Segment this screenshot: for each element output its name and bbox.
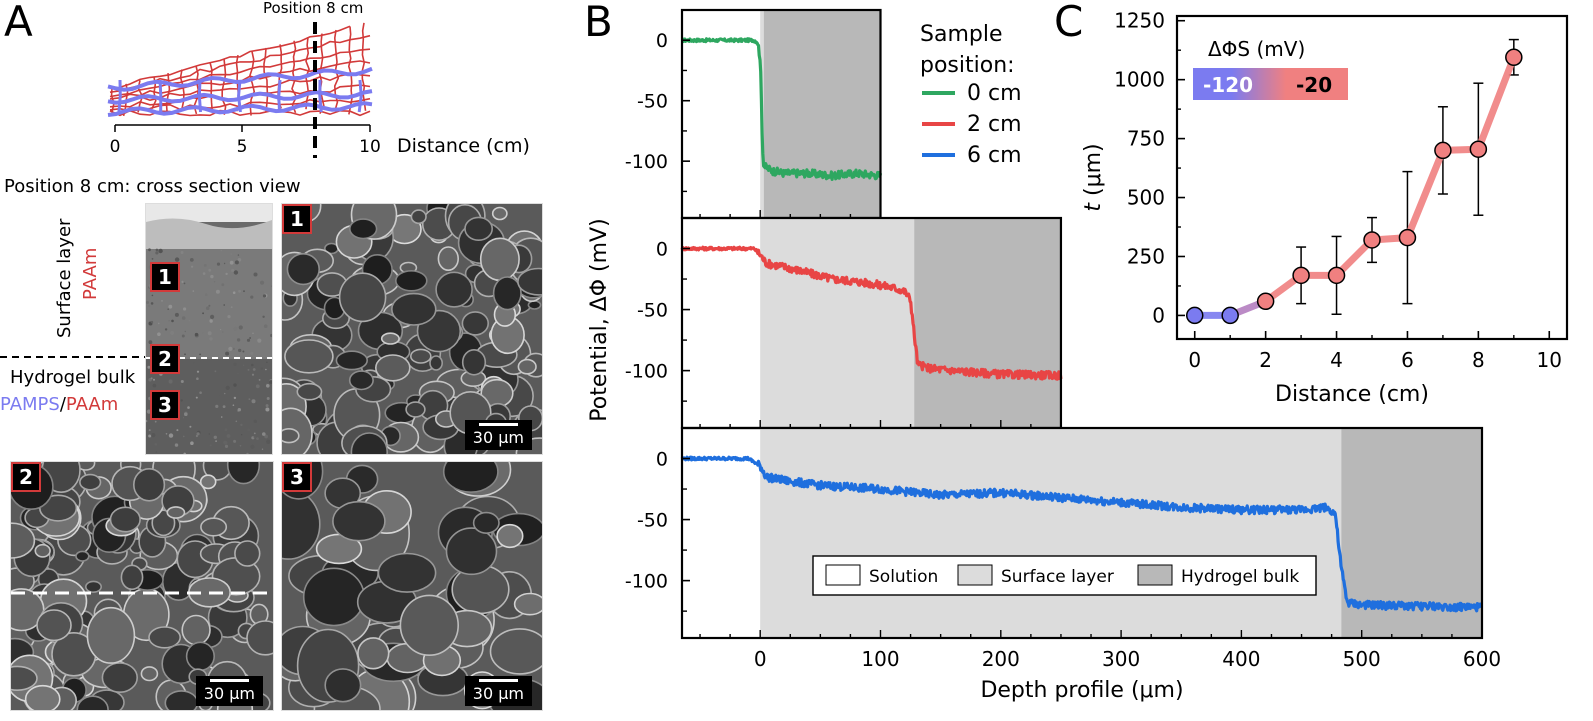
c-ytick-750: 750 — [1127, 127, 1165, 151]
surface-layer-material: PAAm — [80, 248, 101, 300]
c-segment-8 — [1474, 53, 1518, 153]
b-ytick-1-0: 0 — [656, 239, 668, 261]
c-segment-6 — [1403, 146, 1447, 242]
c-point-3 — [1292, 266, 1310, 285]
colorbar-max: -20 — [1296, 73, 1332, 97]
sem-cross-section-overview: 1 2 3 — [145, 203, 273, 455]
sem-image-2: 2 30 μm — [10, 461, 274, 711]
region-legend-label-1: Surface layer — [1001, 567, 1114, 587]
c-point-9 — [1505, 48, 1523, 67]
pamps-mesh — [107, 66, 373, 117]
legend-label-0: 0 cm — [967, 81, 1022, 106]
panel-b-frame-2 — [680, 426, 1484, 640]
c-xtick-10: 10 — [1537, 348, 1562, 372]
b-xlabel: Depth profile (μm) — [980, 678, 1183, 703]
c-xtick-0: 0 — [1188, 348, 1201, 372]
b-xtick-0: 0 — [754, 647, 767, 671]
b-ytick-1--50: -50 — [637, 300, 668, 322]
colorbar-label: ΔΦS (mV) — [1208, 37, 1305, 61]
position-marker-label: Position 8 cm — [263, 0, 363, 17]
region-legend-label-0: Solution — [869, 567, 938, 587]
c-xlabel: Distance (cm) — [1275, 382, 1429, 407]
b-xtick-300: 300 — [1102, 647, 1140, 671]
b-ytick-2--50: -50 — [637, 510, 668, 532]
c-ytick-1250: 1250 — [1114, 9, 1165, 33]
b-ytick-0--50: -50 — [637, 91, 668, 113]
c-point-1 — [1221, 306, 1239, 325]
c-xtick-6: 6 — [1401, 348, 1414, 372]
c-point-6 — [1398, 228, 1417, 247]
c-ytick-0: 0 — [1152, 303, 1165, 327]
region-badge-3: 3 — [150, 390, 180, 420]
bulk-material-label: PAMPS/PAAm — [0, 394, 118, 415]
region-badge-2: 2 — [150, 344, 180, 374]
b-ytick-2-0: 0 — [656, 449, 668, 471]
scale-bar-2: 30 μm — [195, 676, 263, 706]
scale-bar-1: 30 μm — [464, 420, 532, 450]
c-ytick-1000: 1000 — [1114, 68, 1165, 92]
legend-label-1: 2 cm — [967, 112, 1022, 137]
region-legend-swatch-1 — [957, 564, 993, 586]
c-xtick-2: 2 — [1259, 348, 1272, 372]
b-xtick-200: 200 — [982, 647, 1020, 671]
c-ytick-500: 500 — [1127, 186, 1165, 210]
region-legend-swatch-0 — [825, 564, 861, 586]
panel-c-chart: 0 2 4 6 8 10 0 250 500 750 1000 1250 Distance (cm) t … — [1081, 9, 1569, 407]
surface-region-1 — [760, 218, 915, 428]
c-point-5 — [1363, 231, 1381, 249]
bulk-region-0 — [763, 10, 881, 218]
c-point-2 — [1256, 292, 1275, 311]
c-point-7 — [1434, 141, 1452, 160]
b-xtick-500: 500 — [1343, 647, 1381, 671]
c-point-0 — [1185, 306, 1204, 325]
region-badge-1: 1 — [150, 262, 180, 292]
region-legend-swatch-2 — [1137, 564, 1173, 586]
cross-section-title: Position 8 cm: cross section view — [4, 176, 301, 197]
colorbar-min: -120 — [1203, 73, 1253, 97]
schematic-tick-10: 10 — [359, 137, 381, 157]
bulk-label: Hydrogel bulk — [10, 367, 136, 388]
b-xtick-100: 100 — [861, 647, 899, 671]
c-xtick-8: 8 — [1472, 348, 1485, 372]
b-xtick-400: 400 — [1222, 647, 1260, 671]
c-xtick-4: 4 — [1330, 348, 1343, 372]
c-point-8 — [1469, 140, 1488, 158]
legend-label-2: 6 cm — [967, 143, 1022, 168]
bulk-region-1 — [914, 218, 1061, 428]
colorbar — [1193, 68, 1348, 100]
b-xtick-600: 600 — [1463, 647, 1501, 671]
b-ylabel: Potential, ΔΦ (mV) — [587, 218, 612, 421]
trace-1 — [680, 245, 1063, 381]
b-ytick-1--100: -100 — [625, 361, 668, 383]
scale-bar-3: 30 μm — [464, 676, 532, 706]
b-ytick-2--100: -100 — [625, 571, 668, 593]
legend-title-line2: position: — [920, 53, 1015, 78]
panel-b-chart: 0-50-1000-50-1000-50-1000 100 200 300 400 500… — [587, 8, 1501, 703]
c-ytick-250: 250 — [1127, 244, 1165, 268]
region-legend-box — [812, 555, 1317, 596]
hydrogel-schematic: Position 8 cm 0 5 10 Distance (cm) — [107, 0, 530, 158]
legend-title-line1: Sample — [920, 22, 1003, 47]
sem-image-1: 1 30 μm — [281, 203, 543, 455]
b-ytick-0--100: -100 — [625, 151, 668, 173]
surface-region-2 — [760, 428, 1342, 638]
trace-0 — [681, 37, 883, 181]
sem-badge-1: 1 — [282, 204, 312, 234]
sem-image-3: 3 30 μm — [281, 461, 543, 711]
schematic-axis-label: Distance (cm) — [397, 135, 530, 157]
region-legend-label-2: Hydrogel bulk — [1181, 567, 1299, 587]
surface-layer-label: Surface layer — [54, 218, 75, 338]
schematic-tick-5: 5 — [237, 137, 248, 157]
panel-label-c: C — [1054, 0, 1083, 46]
schematic-tick-0: 0 — [110, 137, 121, 157]
trace-2 — [680, 455, 1483, 613]
sem-badge-2: 2 — [11, 462, 41, 492]
c-point-4 — [1327, 266, 1346, 285]
c-ylabel: t (μm) — [1081, 143, 1106, 211]
b-ytick-0-0: 0 — [656, 30, 668, 52]
panel-label-a: A — [4, 0, 33, 46]
panel-label-b: B — [584, 0, 613, 46]
sem-badge-3: 3 — [282, 462, 312, 492]
